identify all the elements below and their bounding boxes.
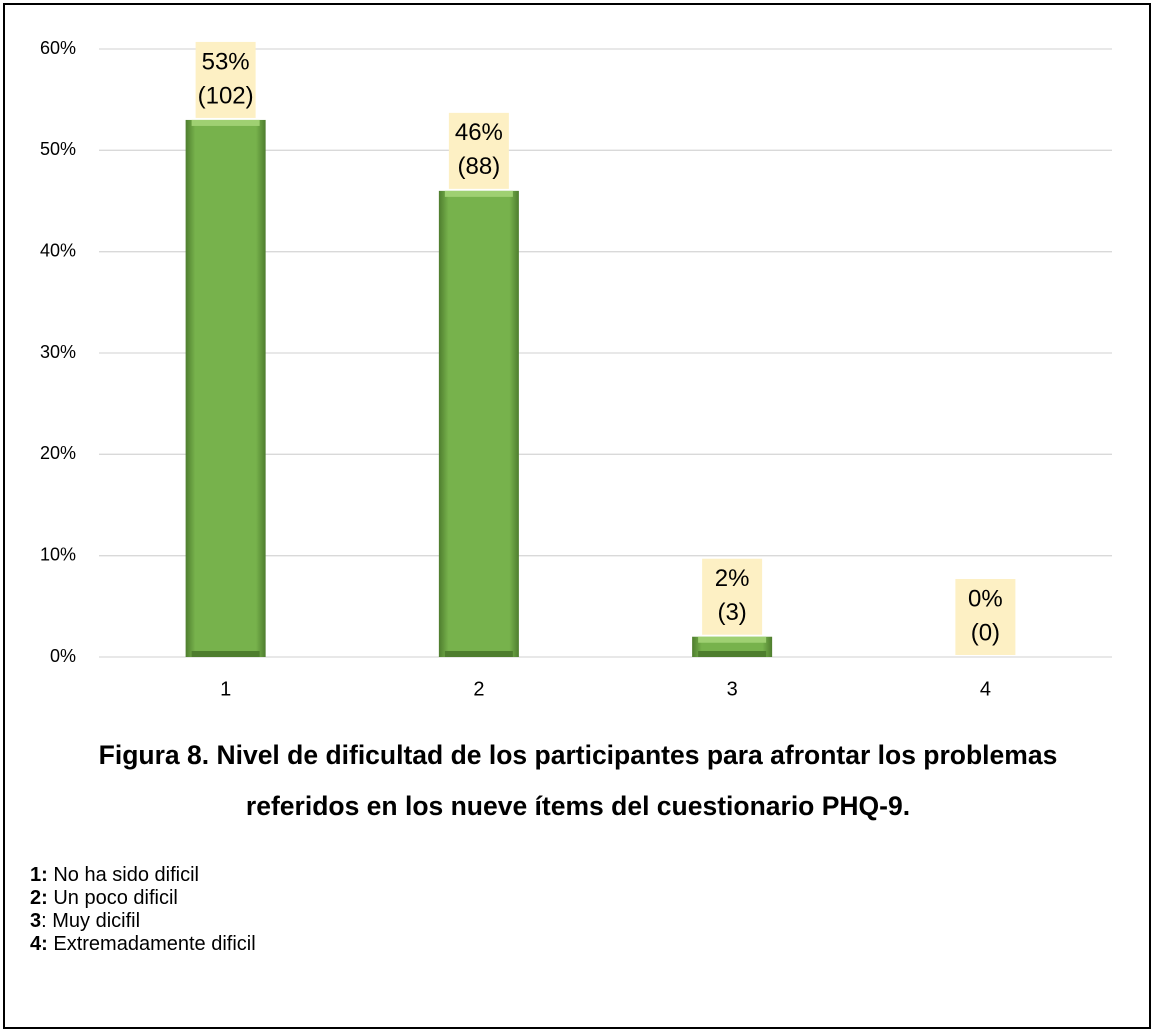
x-tick-label: 1 xyxy=(220,678,231,700)
data-label: 0% xyxy=(968,585,1003,612)
note: 2: Un poco dificil xyxy=(30,887,256,910)
data-label-count: (88) xyxy=(458,153,501,180)
frame xyxy=(3,3,1151,1029)
note-key: 3 xyxy=(30,910,42,932)
note-text: : Muy dicifil xyxy=(41,910,141,932)
bar-bevel-top xyxy=(444,190,513,197)
note-text: No ha sido dificil xyxy=(47,864,199,886)
data-label-box xyxy=(195,41,256,118)
x-tick-label: 3 xyxy=(727,678,738,700)
bar-bevel-bottom xyxy=(698,651,767,657)
data-label-box xyxy=(702,558,763,635)
y-tick-label: 10% xyxy=(40,544,76,564)
data-label: 2% xyxy=(715,565,750,592)
bar xyxy=(185,119,266,657)
note: 1: No ha sido dificil xyxy=(30,864,256,887)
caption: Figura 8. Nivel de dificultad de los par… xyxy=(98,740,1058,821)
y-tick-label: 60% xyxy=(40,38,76,58)
note-key: 4: xyxy=(30,933,48,955)
data-label-count: (0) xyxy=(971,619,1000,646)
note-key: 1: xyxy=(30,864,48,886)
bar-bevel-top xyxy=(698,636,767,643)
data-label-count: (3) xyxy=(717,599,746,626)
data-label: 53% xyxy=(202,48,250,75)
x-tick-label: 4 xyxy=(980,678,991,700)
chart: 0%10%20%30%40%50%60%153%(102)246%(88)32%… xyxy=(40,38,1112,700)
data-label-box xyxy=(448,112,509,189)
note: 4: Extremadamente dificil xyxy=(30,933,256,956)
data-label: 46% xyxy=(455,119,503,146)
note-key: 2: xyxy=(30,887,48,909)
note-text: Extremadamente dificil xyxy=(47,933,256,955)
bar-bevel-bottom xyxy=(444,651,513,657)
y-tick-label: 40% xyxy=(40,240,76,260)
y-tick-label: 0% xyxy=(50,646,76,666)
y-tick-label: 50% xyxy=(40,139,76,159)
bar-bevel-bottom xyxy=(191,651,260,657)
data-label-box xyxy=(955,579,1016,655)
data-label-count: (102) xyxy=(198,82,254,109)
notes: 1: No ha sido dificil 2: Un poco dificil 3… xyxy=(30,864,256,956)
bar xyxy=(438,190,519,657)
bar-bevel-top xyxy=(191,119,260,126)
y-tick-label: 30% xyxy=(40,342,76,362)
note: 3: Muy dicifil xyxy=(30,910,256,933)
y-tick-label: 20% xyxy=(40,443,76,463)
note-text: Un poco dificil xyxy=(47,887,178,909)
x-tick-label: 2 xyxy=(473,678,484,700)
